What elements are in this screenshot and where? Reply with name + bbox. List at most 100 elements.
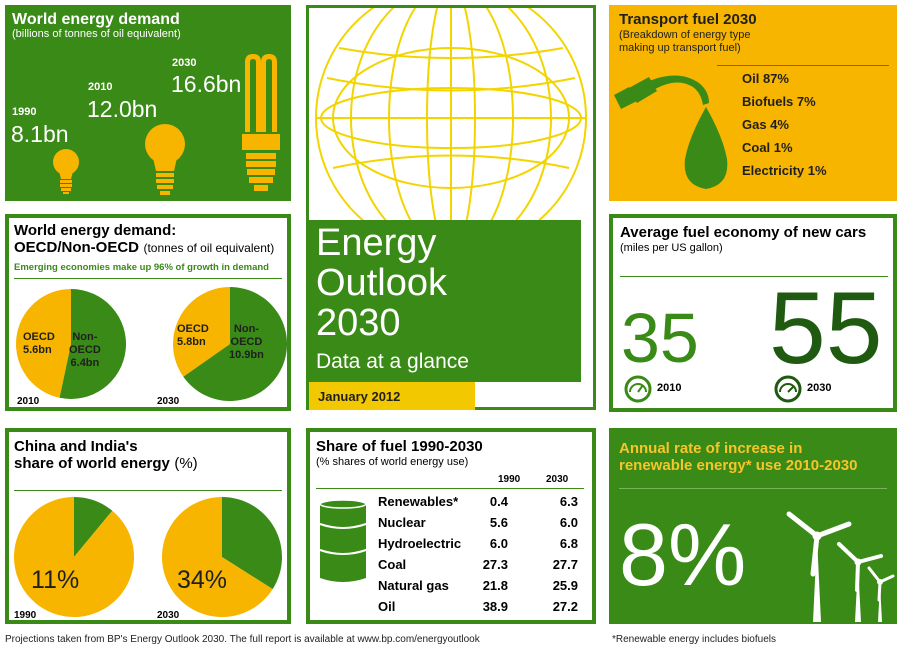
- hero-title-outlook: Outlook: [316, 262, 447, 304]
- economy-year-2010: 2010: [657, 382, 682, 394]
- share-col-1990: 1990: [498, 474, 521, 485]
- oecd-2010-non-value: 6.4bn: [70, 357, 100, 369]
- hero-date: January 2012: [318, 389, 401, 404]
- pie-slice-rest-of-world: [162, 497, 273, 617]
- oecd-divider: [14, 278, 282, 279]
- demand-value-2010: 12.0bn: [87, 96, 158, 122]
- share-row-1990: 21.8: [482, 578, 508, 593]
- footer-source: Projections taken from BP's Energy Outlo…: [5, 634, 480, 645]
- pie-slice-china-and-india: [74, 497, 113, 557]
- renewable-divider: [619, 488, 887, 489]
- pie-slice-oecd: [172, 287, 230, 377]
- share-row: Hydroelectric 6.0 6.8: [378, 536, 586, 557]
- wind-turbine-icon: [786, 511, 895, 622]
- share-row-1990: 5.6: [489, 515, 508, 530]
- share-row-fuel: Renewables*: [378, 494, 459, 509]
- renewable-title-1: Annual rate of increase in: [619, 440, 803, 457]
- oecd-2010-oecd-value: 5.6bn: [23, 344, 52, 356]
- china-2030-label: 34%: [177, 566, 228, 594]
- oecd-pie-2030-slices: [172, 287, 287, 401]
- share-row-2030: 27.7: [552, 557, 578, 572]
- oecd-pie-2010: [16, 289, 127, 399]
- economy-subtitle: (miles per US gallon): [620, 242, 723, 254]
- share-row: Natural gas 21.8 25.9: [378, 578, 586, 599]
- transport-item-oil: Oil 87%: [742, 71, 789, 86]
- oecd-2010-non-name-1: Non-: [72, 331, 98, 343]
- energy-saving-bulb-icon: [242, 54, 280, 191]
- demand-value-2030: 16.6bn: [171, 71, 242, 97]
- oecd-2030-non-label: Non- OECD 10.9bn: [229, 323, 264, 362]
- oecd-title-unit: (tonnes of oil equivalent): [143, 241, 275, 255]
- transport-item-biofuels: Biofuels 7%: [742, 94, 816, 109]
- china-pie-1990-slices: [13, 497, 134, 617]
- hero-tagline: Data at a glance: [316, 350, 469, 373]
- share-row-fuel: Hydroelectric: [378, 536, 462, 551]
- china-title-2: share of world energy: [14, 455, 170, 472]
- share-row-fuel: Natural gas: [378, 578, 449, 593]
- share-row-2030: 25.9: [552, 578, 578, 593]
- china-divider: [14, 490, 282, 491]
- share-col-2030: 2030: [546, 474, 569, 485]
- oil-barrel-icon: [319, 499, 367, 582]
- economy-value-2010: 35: [621, 299, 699, 377]
- globe-icon: [315, 8, 587, 222]
- hero-date-bar: [309, 382, 475, 410]
- transport-subtitle-1: (Breakdown of energy type: [619, 29, 751, 41]
- hero-green-block: [309, 220, 581, 382]
- share-title: Share of fuel 1990-2030: [316, 438, 483, 455]
- demand-year-1990: 1990: [12, 106, 37, 118]
- china-india-panel: China and India's share of world energy …: [5, 428, 291, 624]
- world-demand-subtitle: (billions of tonnes of oil equivalent): [12, 28, 181, 40]
- share-row: Oil 38.9 27.2: [378, 599, 586, 620]
- transport-fuel-panel: Transport fuel 2030 (Breakdown of energy…: [609, 5, 897, 201]
- demand-year-2010: 2010: [88, 81, 113, 93]
- transport-subtitle-2: making up transport fuel): [619, 42, 741, 54]
- china-pie-1990: [13, 497, 134, 617]
- share-row-2030: 6.8: [559, 536, 578, 551]
- share-row: Renewables* 0.4 6.3: [378, 494, 586, 515]
- pie-slice-china-and-india: [222, 497, 282, 590]
- pie-slice-oecd: [16, 289, 72, 398]
- oecd-2030-non-name-2: OECD: [230, 336, 263, 348]
- share-row-1990: 38.9: [482, 599, 508, 614]
- transport-item-electricity: Electricity 1%: [742, 163, 827, 178]
- oecd-2010-oecd-name: OECD: [23, 331, 55, 343]
- share-row-1990: 0.4: [489, 494, 508, 509]
- share-row: Coal 27.3 27.7: [378, 557, 586, 578]
- china-1990-label: 11%: [31, 566, 80, 594]
- oecd-2030-oecd-label: OECD 5.8bn: [177, 323, 209, 349]
- oecd-panel: World energy demand: OECD/Non-OECD (tonn…: [5, 214, 291, 411]
- china-title-1: China and India's: [14, 438, 138, 455]
- share-row-2030: 27.2: [552, 599, 578, 614]
- renewable-panel: Annual rate of increase in renewable ene…: [609, 428, 897, 624]
- china-pie-2030: [162, 497, 282, 617]
- fuel-share-panel: Share of fuel 1990-2030 (% shares of wor…: [306, 428, 596, 624]
- speedometer-icon: [624, 375, 652, 403]
- share-divider: [316, 488, 584, 489]
- oecd-title-2: OECD/Non-OECD: [14, 239, 139, 256]
- economy-year-2030: 2030: [807, 382, 832, 394]
- economy-value-2030: 55: [769, 271, 883, 385]
- pie-slice-non-oecd: [59, 289, 127, 399]
- china-pie-2030-slices: [162, 497, 282, 617]
- share-row-fuel: Coal: [378, 557, 407, 572]
- oecd-title-1: World energy demand:: [14, 222, 177, 239]
- economy-title: Average fuel economy of new cars: [620, 224, 867, 241]
- demand-value-1990: 8.1bn: [11, 121, 69, 147]
- oecd-2010-year: 2010: [17, 396, 40, 407]
- share-row-fuel: Oil: [378, 599, 396, 614]
- demand-year-2030: 2030: [172, 57, 197, 69]
- oecd-note: Emerging economies make up 96% of growth…: [14, 262, 269, 273]
- china-title-2-wrap: share of world energy (%): [14, 455, 198, 473]
- china-2030-year: 2030: [157, 610, 180, 621]
- oecd-title-2-wrap: OECD/Non-OECD (tonnes of oil equivalent): [14, 239, 274, 257]
- share-row-1990: 27.3: [482, 557, 508, 572]
- transport-title: Transport fuel 2030: [619, 11, 757, 28]
- hero-title-year: 2030: [316, 302, 401, 344]
- transport-divider: [717, 65, 889, 66]
- oecd-2030-oecd-name: OECD: [177, 323, 209, 335]
- share-subtitle: (% shares of world energy use): [316, 456, 469, 468]
- oecd-2030-non-value: 10.9bn: [229, 349, 264, 361]
- small-lightbulb-icon: [53, 149, 79, 194]
- medium-lightbulb-icon: [145, 124, 185, 195]
